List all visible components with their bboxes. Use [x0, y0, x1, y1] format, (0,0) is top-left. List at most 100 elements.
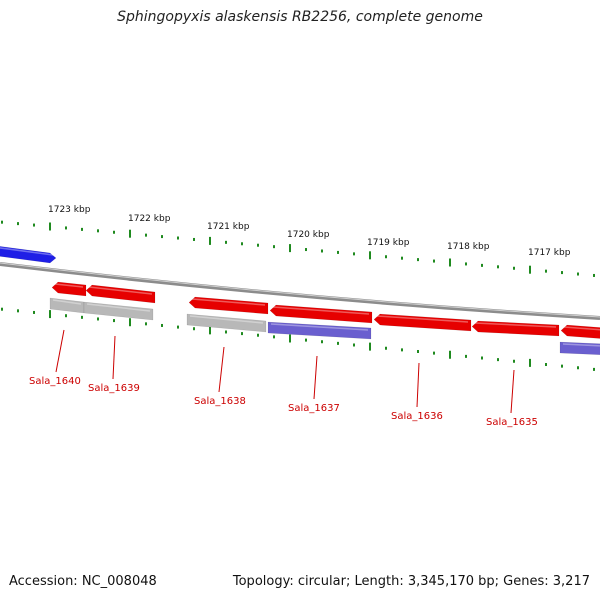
inner-tick [465, 354, 467, 358]
genome-title: Sphingopyxis alaskensis RB2256, complete… [117, 9, 483, 25]
outer-tick [161, 235, 163, 239]
inner-tick [561, 364, 563, 368]
inner-tick [209, 326, 211, 335]
inner-tick [577, 366, 579, 370]
kbp-label: 1723 kbp [48, 205, 91, 215]
inner-tick [225, 330, 227, 334]
topology-prefix: Topology: [232, 574, 298, 589]
kbp-label: 1718 kbp [447, 242, 490, 252]
inner-tick [337, 341, 339, 345]
outer-tick [145, 233, 147, 237]
outer-tick [33, 223, 35, 227]
gene-shading [191, 298, 266, 306]
gene-shading [52, 299, 82, 305]
outer-tick [529, 265, 531, 274]
outer-tick [545, 269, 547, 273]
inner-tick [353, 343, 355, 347]
outer-tick [497, 265, 499, 269]
inner-tick [113, 319, 115, 323]
inner-tick [481, 356, 483, 360]
outer-tick [321, 249, 323, 253]
inner-tick [81, 315, 83, 319]
outer-tick [289, 244, 291, 253]
gene-label[interactable]: Sala_1637 [288, 403, 340, 414]
gene-label[interactable]: Sala_1636 [391, 411, 443, 422]
gene-arrow[interactable] [471, 320, 560, 337]
gene-shading [88, 286, 153, 295]
inner-tick [433, 351, 435, 355]
outer-tick [449, 258, 451, 267]
gene-arrow[interactable] [188, 296, 269, 315]
gene-arrow[interactable] [373, 313, 472, 332]
gene-label[interactable]: Sala_1640 [29, 376, 81, 387]
outer-tick [17, 222, 19, 226]
outer-tick [481, 263, 483, 267]
inner-tick [529, 358, 531, 367]
gene-arrow[interactable] [186, 313, 267, 333]
inner-tick [145, 322, 147, 326]
inner-tick [161, 323, 163, 327]
outer-tick [177, 236, 179, 240]
inner-tick [321, 340, 323, 344]
outer-tick [401, 256, 403, 260]
outer-tick [113, 230, 115, 234]
genome-backbone [0, 262, 600, 320]
gene-label[interactable]: Sala_1635 [486, 417, 538, 428]
length-prefix: ; Length: [345, 574, 408, 589]
outer-tick [433, 259, 435, 263]
inner-tick [49, 310, 51, 319]
gene-arrow[interactable] [267, 321, 372, 340]
gene-arrow[interactable] [85, 284, 156, 304]
gene-arrow[interactable] [560, 324, 600, 339]
length-value: 3,345,170 bp [407, 574, 495, 589]
gene-arrow[interactable] [559, 341, 600, 355]
inner-tick [177, 325, 179, 329]
gene-arrow[interactable] [0, 245, 57, 264]
accession-prefix: Accession: [9, 574, 82, 589]
gene-label-leaders [55, 329, 515, 414]
outer-tick [97, 229, 99, 233]
gene-leader-line [218, 346, 225, 393]
inner-tick [33, 310, 35, 314]
gene-label[interactable]: Sala_1638 [194, 396, 246, 407]
genome-summary: Topology: circular; Length: 3,345,170 bp… [233, 574, 590, 589]
topology-value: circular [297, 574, 346, 589]
genes-value: 3,217 [552, 574, 590, 589]
gene-leader-line [313, 355, 318, 400]
gene-shading [270, 323, 369, 331]
gene-label[interactable]: Sala_1639 [88, 383, 140, 394]
outer-tick [417, 258, 419, 262]
gene-shading [562, 343, 600, 347]
kbp-label: 1722 kbp [128, 214, 171, 224]
gene-arrow[interactable] [83, 301, 154, 321]
inner-tick [417, 349, 419, 353]
inner-tick [289, 334, 291, 343]
inner-tick [449, 350, 451, 359]
gene-leader-line [112, 335, 116, 380]
inner-tick [385, 346, 387, 350]
outer-tick [513, 266, 515, 270]
inner-tick [545, 363, 547, 367]
inner-tick [97, 317, 99, 321]
genes-prefix: ; Genes: [494, 574, 553, 589]
outer-tick [305, 248, 307, 252]
gene-label-layer: Sala_1640 Sala_1639 Sala_1638 Sala_1637 Sala… [29, 376, 538, 428]
outer-tick [1, 220, 3, 224]
outer-tick [273, 245, 275, 249]
accession-value: NC_008048 [81, 574, 157, 589]
gene-arrow[interactable] [269, 304, 373, 324]
inner-tick-ring [1, 307, 595, 371]
kbp-label: 1717 kbp [528, 248, 571, 258]
inner-tick [369, 342, 371, 351]
gene-leader-line [55, 329, 65, 373]
kbp-label-layer: 1723 kbp 1722 kbp 1721 kbp 1720 kbp 1719 kbp… [48, 205, 571, 258]
outer-tick [257, 243, 259, 247]
gene-shading [272, 306, 370, 315]
gene-shading [54, 283, 84, 288]
outer-tick [593, 273, 595, 277]
outer-tick [561, 271, 563, 275]
outer-tick [209, 236, 211, 245]
outer-tick-ring [1, 220, 595, 277]
